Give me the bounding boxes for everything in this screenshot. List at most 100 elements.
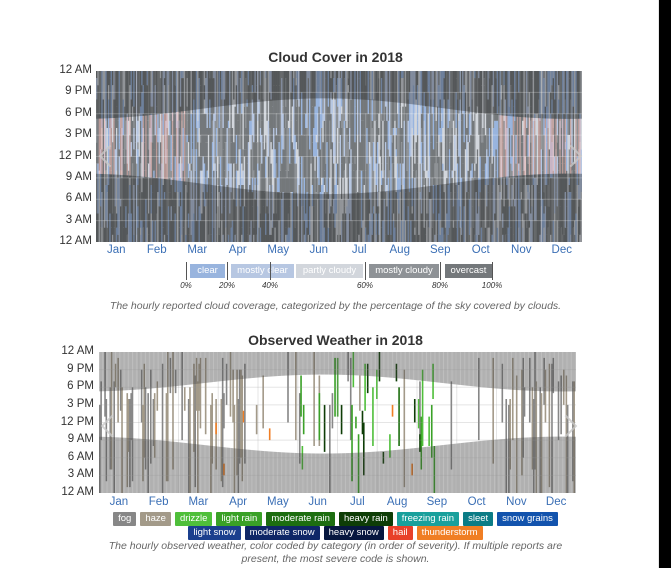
weather-day-column <box>484 352 487 493</box>
weather-day-column <box>483 352 485 493</box>
cloud-day-column <box>107 71 110 242</box>
cloud-day-column <box>271 71 274 242</box>
weather-day-column <box>149 352 152 493</box>
weather-day-column <box>342 352 344 493</box>
cloud-day-column <box>137 71 139 242</box>
weather-day-column <box>534 352 536 493</box>
cloud-day-column <box>463 71 466 242</box>
weather-legend-swatch: heavy rain <box>338 512 393 526</box>
cloud-day-column <box>496 71 499 242</box>
weather-day-column <box>230 352 233 493</box>
cloud-day-column <box>511 71 514 242</box>
weather-day-column <box>428 352 430 493</box>
weather-day-column <box>430 352 433 493</box>
observed-weather-y-tick: 6 PM <box>67 380 94 393</box>
cloud-cover-y-tick: 3 AM <box>65 213 92 226</box>
cloud-day-column <box>376 71 379 242</box>
observed-weather-x-tick: Apr <box>229 496 248 508</box>
weather-day-column <box>132 352 135 493</box>
weather-day-column <box>295 352 297 493</box>
cloud-day-column <box>235 71 238 242</box>
cloud-day-column <box>218 71 221 242</box>
cloud-day-column <box>110 71 113 242</box>
cloud-day-column <box>315 71 318 242</box>
observed-weather-x-tick: May <box>267 496 289 508</box>
weather-day-column <box>513 352 515 493</box>
weather-day-column <box>178 352 181 493</box>
weather-day-column <box>262 352 264 493</box>
weather-day-column <box>335 352 338 493</box>
weather-day-column <box>531 352 534 493</box>
cloud-day-column <box>325 71 327 242</box>
cloud-day-column <box>443 71 446 242</box>
weather-day-column <box>572 352 574 493</box>
weather-day-column <box>170 352 173 493</box>
weather-day-column <box>172 352 174 493</box>
cloud-day-column <box>430 71 432 242</box>
weather-day-column <box>298 352 301 493</box>
weather-day-column <box>148 352 151 493</box>
cloud-day-column <box>580 71 582 242</box>
weather-day-column <box>504 352 506 493</box>
weather-day-column <box>301 352 304 493</box>
cloud-day-column <box>528 71 531 242</box>
cloud-day-column <box>209 71 211 242</box>
window-edge <box>659 0 671 568</box>
cloud-day-column <box>554 71 556 242</box>
weather-day-column <box>143 352 146 493</box>
weather-day-column <box>438 352 441 493</box>
weather-day-column <box>177 352 180 493</box>
cloud-day-column <box>190 71 193 242</box>
weather-day-column <box>365 352 368 493</box>
cloud-day-column <box>510 71 512 242</box>
weather-day-column <box>187 352 190 493</box>
cloud-day-column <box>173 71 175 242</box>
cloud-cover-plot <box>96 71 582 242</box>
weather-day-column <box>325 352 327 493</box>
weather-day-column <box>472 352 475 493</box>
weather-day-column <box>250 352 253 493</box>
weather-day-column <box>310 352 313 493</box>
weather-day-column <box>515 352 518 493</box>
cloud-day-column <box>403 71 406 242</box>
cloud-day-column <box>297 71 299 242</box>
cloud-day-column <box>472 71 475 242</box>
weather-day-column <box>289 352 292 493</box>
cloud-day-column <box>470 71 472 242</box>
observed-weather-x-tick: Jul <box>350 496 365 508</box>
weather-day-column <box>283 352 285 493</box>
weather-day-column <box>194 352 197 493</box>
cloud-cover-x-tick: Nov <box>511 244 532 256</box>
weather-day-column <box>494 352 497 493</box>
cloud-day-column <box>130 71 133 242</box>
cloud-day-column <box>203 71 206 242</box>
cloud-day-column <box>111 71 114 242</box>
weather-legend-swatch: light rain <box>216 512 263 526</box>
cloud-day-column <box>371 71 374 242</box>
observed-weather-x-tick: Dec <box>545 496 567 508</box>
cloud-day-column <box>139 71 142 242</box>
cloud-day-column <box>523 71 526 242</box>
weather-day-column <box>285 352 288 493</box>
weather-day-column <box>155 352 157 493</box>
weather-day-column <box>559 352 561 493</box>
cloud-day-column <box>391 71 394 242</box>
weather-day-column <box>208 352 211 493</box>
weather-day-column <box>144 352 147 493</box>
cloud-day-column <box>342 71 344 242</box>
cloud-day-column <box>392 71 395 242</box>
weather-day-column <box>387 352 390 493</box>
weather-day-column <box>462 352 464 493</box>
cloud-day-column <box>150 71 153 242</box>
cloud-day-column <box>105 71 107 242</box>
weather-day-column <box>105 352 108 493</box>
cloud-day-column <box>198 71 201 242</box>
weather-day-column <box>459 352 462 493</box>
weather-day-column <box>565 352 568 493</box>
cloud-day-column <box>179 71 182 242</box>
cloud-day-column <box>448 71 451 242</box>
cloud-day-column <box>98 71 101 242</box>
weather-day-column <box>501 352 504 493</box>
weather-day-column <box>382 352 385 493</box>
weather-day-column <box>101 352 104 493</box>
